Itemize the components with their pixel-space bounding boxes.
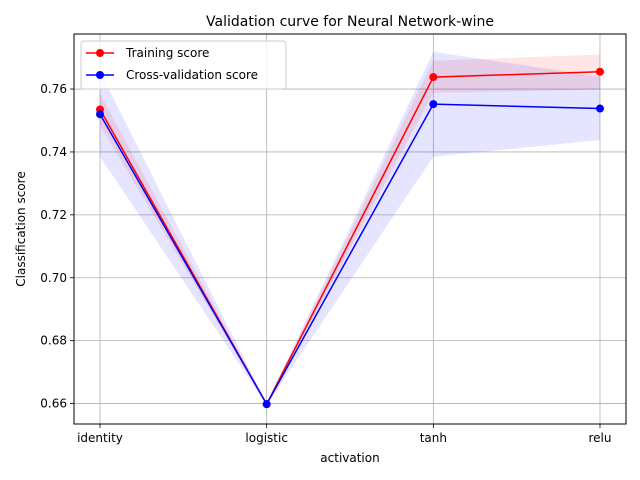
y-tick-label: 0.70 (40, 271, 67, 285)
data-point-cross-validation (429, 100, 438, 109)
legend-label-training: Training score (125, 46, 209, 60)
confidence-band-cross-validation (100, 51, 600, 406)
confidence-band-training (100, 54, 600, 406)
data-point-training (429, 73, 438, 82)
x-tick-label: relu (589, 431, 612, 445)
legend-marker-cross-validation (96, 71, 104, 79)
data-point-training (596, 67, 604, 76)
x-tick-label: tanh (420, 431, 447, 445)
series-line-training (99, 70, 601, 406)
legend-label-cross-validation: Cross-validation score (126, 68, 258, 82)
data-point-cross-validation (596, 104, 604, 113)
y-tick-label: 0.68 (40, 334, 67, 348)
data-point-cross-validation (262, 400, 271, 409)
grid-layer (74, 34, 626, 424)
series-line-cross-validation (99, 103, 601, 406)
axis-ticks: identity logistic tanh relu 0.66 0.68 0.70 0.72… (40, 82, 611, 445)
legend-marker-training (96, 49, 104, 57)
y-tick-label: 0.72 (40, 208, 67, 222)
data-point-cross-validation (96, 110, 104, 119)
y-tick-label: 0.76 (40, 82, 67, 96)
legend: Training score Cross-validation score (80, 40, 287, 90)
x-tick-label: logistic (245, 431, 288, 445)
confidence-bands (100, 51, 600, 406)
x-axis-label: activation (320, 451, 379, 465)
x-tick-label: identity (77, 431, 123, 445)
y-tick-label: 0.74 (40, 145, 67, 159)
legend-box (80, 40, 287, 90)
y-tick-label: 0.66 (40, 397, 67, 411)
y-axis-label: Classification score (14, 171, 28, 286)
series-lines (96, 67, 604, 409)
chart-title: Validation curve for Neural Network-wine (206, 14, 494, 30)
plot-frame (73, 33, 627, 425)
